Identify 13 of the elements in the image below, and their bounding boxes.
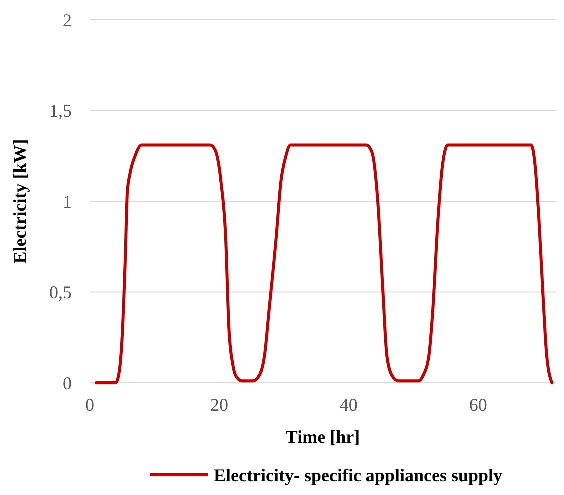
- y-tick-label: 0,5: [50, 282, 72, 303]
- y-tick-label: 0: [63, 373, 72, 394]
- x-tick-label: 40: [340, 395, 358, 415]
- y-tick-label: 1: [63, 192, 72, 212]
- x-tick-label: 60: [469, 395, 488, 415]
- x-axis-title: Time [hr]: [286, 427, 360, 447]
- y-axis-title: Electricity [kW]: [10, 139, 30, 264]
- y-tick-label: 1,5: [50, 101, 72, 122]
- y-tick-label: 2: [63, 10, 72, 30]
- line-series: [94, 144, 554, 384]
- legend-label: Electricity- specific appliances supply: [214, 465, 502, 486]
- x-tick-label: 0: [86, 395, 94, 415]
- x-tick-label: 20: [210, 395, 228, 415]
